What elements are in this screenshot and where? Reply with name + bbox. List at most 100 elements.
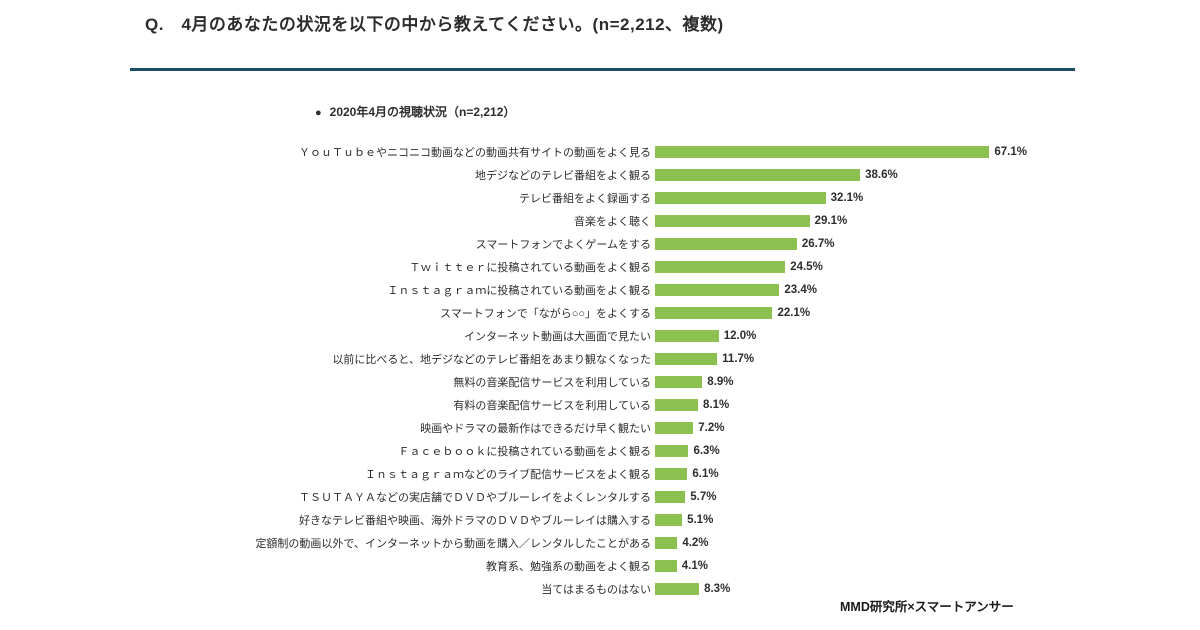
bar-row: Ｉｎｓｔａｇｒａｍなどのライブ配信サービスをよく観る 6.1% — [150, 462, 1050, 485]
value-label: 22.1% — [777, 306, 811, 319]
bar-track: 24.5% — [655, 260, 1027, 273]
bar — [655, 329, 719, 342]
bar-track: 8.1% — [655, 398, 1027, 411]
category-label: 定額制の動画以外で、インターネットから動画を購入／レンタルしたことがある — [255, 537, 651, 550]
bar-track: 6.3% — [655, 444, 1027, 457]
value-label: 38.6% — [865, 168, 898, 181]
bar — [655, 444, 689, 457]
bar-track: 4.1% — [655, 559, 1027, 572]
category-label: ＴＳＵＴＡＹＡなどの実店舗でＤＶＤやブルーレイをよくレンタルする — [299, 491, 651, 504]
bar-row: 当てはまるものはない 8.3% — [150, 577, 1050, 600]
value-label: 26.7% — [801, 237, 835, 250]
bar-chart: ＹｏｕＴｕｂｅやニコニコ動画などの動画共有サイトの動画をよく見る 67.1% 地デジ… — [150, 140, 1050, 600]
bar — [655, 375, 703, 388]
value-label: 5.7% — [690, 490, 717, 503]
category-label: スマートフォンで「ながら○○」をよくする — [440, 307, 651, 320]
value-label: 29.1% — [814, 214, 848, 227]
value-label: 7.2% — [698, 421, 725, 434]
bar-track: 32.1% — [655, 191, 1027, 204]
bar — [655, 306, 773, 319]
value-label: 6.3% — [693, 444, 720, 457]
category-label: 教育系、勉強系の動画をよく観る — [486, 560, 651, 573]
category-label: Ｉｎｓｔａｇｒａｍに投稿されている動画をよく観る — [387, 284, 651, 297]
value-label: 5.1% — [687, 513, 714, 526]
value-label: 4.1% — [681, 559, 708, 572]
bar-row: 地デジなどのテレビ番組をよく観る 38.6% — [150, 163, 1050, 186]
category-label: Ｆａｃｅｂｏｏｋに投稿されている動画をよく観る — [398, 445, 651, 458]
category-label: テレビ番組をよく録画する — [519, 192, 651, 205]
bar — [655, 513, 683, 526]
bar — [655, 237, 797, 250]
bar-row: 教育系、勉強系の動画をよく観る 4.1% — [150, 554, 1050, 577]
bar-row: Ｔｗｉｔｔｅｒに投稿されている動画をよく観る 24.5% — [150, 255, 1050, 278]
bar-track: 67.1% — [655, 145, 1027, 158]
bar-row: Ｉｎｓｔａｇｒａｍに投稿されている動画をよく観る 23.4% — [150, 278, 1050, 301]
bar-track: 8.3% — [655, 582, 1027, 595]
bar — [655, 467, 688, 480]
bar-track: 8.9% — [655, 375, 1027, 388]
bar — [655, 283, 780, 296]
category-label: 好きなテレビ番組や映画、海外ドラマのＤＶＤやブルーレイは購入する — [299, 514, 651, 527]
bar-track: 6.1% — [655, 467, 1027, 480]
bar-row: ＴＳＵＴＡＹＡなどの実店舗でＤＶＤやブルーレイをよくレンタルする 5.7% — [150, 485, 1050, 508]
bar — [655, 582, 700, 595]
bar-row: インターネット動画は大画面で見たい 12.0% — [150, 324, 1050, 347]
value-label: 8.9% — [707, 375, 734, 388]
bar-row: 無料の音楽配信サービスを利用している 8.9% — [150, 370, 1050, 393]
bar — [655, 214, 810, 227]
bar-row: 定額制の動画以外で、インターネットから動画を購入／レンタルしたことがある 4.2% — [150, 531, 1050, 554]
category-label: Ｉｎｓｔａｇｒａｍなどのライブ配信サービスをよく観る — [365, 468, 651, 481]
value-label: 23.4% — [784, 283, 817, 296]
bar-track: 4.2% — [655, 536, 1027, 549]
divider-rule — [130, 68, 1075, 71]
value-label: 12.0% — [723, 329, 757, 342]
bar — [655, 352, 718, 365]
bar-track: 26.7% — [655, 237, 1027, 250]
category-label: ＹｏｕＴｕｂｅやニコニコ動画などの動画共有サイトの動画をよく見る — [299, 146, 651, 159]
bar-track: 11.7% — [655, 352, 1027, 365]
bar-row: 有料の音楽配信サービスを利用している 8.1% — [150, 393, 1050, 416]
bar-row: スマートフォンでよくゲームをする 26.7% — [150, 232, 1050, 255]
bar-row: 音楽をよく聴く 29.1% — [150, 209, 1050, 232]
category-label: 無料の音楽配信サービスを利用している — [453, 376, 651, 389]
bar-row: テレビ番組をよく録画する 32.1% — [150, 186, 1050, 209]
bar — [655, 260, 786, 273]
value-label: 4.2% — [682, 536, 709, 549]
legend-bullet-icon: ● — [315, 107, 322, 119]
chart-legend: ● 2020年4月の視聴状況（n=2,212） — [315, 103, 515, 120]
category-label: インターネット動画は大画面で見たい — [464, 330, 651, 343]
source-credit: MMD研究所×スマートアンサー — [840, 600, 1014, 614]
value-label: 67.1% — [994, 145, 1027, 158]
value-label: 11.7% — [722, 352, 755, 365]
bar-track: 38.6% — [655, 168, 1027, 181]
bar-row: 映画やドラマの最新作はできるだけ早く観たい 7.2% — [150, 416, 1050, 439]
bar-row: 以前に比べると、地デジなどのテレビ番組をあまり観なくなった 11.7% — [150, 347, 1050, 370]
bar — [655, 191, 826, 204]
value-label: 8.3% — [704, 582, 731, 595]
category-label: Ｔｗｉｔｔｅｒに投稿されている動画をよく観る — [409, 261, 651, 274]
bar-row: ＹｏｕＴｕｂｅやニコニコ動画などの動画共有サイトの動画をよく見る 67.1% — [150, 140, 1050, 163]
legend-label: 2020年4月の視聴状況（n=2,212） — [329, 105, 516, 119]
bar — [655, 168, 861, 181]
category-label: 有料の音楽配信サービスを利用している — [453, 399, 651, 412]
category-label: 地デジなどのテレビ番組をよく観る — [475, 169, 651, 182]
category-label: 以前に比べると、地デジなどのテレビ番組をあまり観なくなった — [332, 353, 651, 366]
bar-track: 7.2% — [655, 421, 1027, 434]
bar-row: Ｆａｃｅｂｏｏｋに投稿されている動画をよく観る 6.3% — [150, 439, 1050, 462]
value-label: 6.1% — [692, 467, 719, 480]
bar — [655, 536, 678, 549]
category-label: スマートフォンでよくゲームをする — [475, 238, 651, 251]
bar — [655, 145, 990, 158]
question-title: Q. 4月のあなたの状況を以下の中から教えてください。(n=2,212、複数) — [145, 15, 724, 34]
bar — [655, 490, 686, 503]
bar-row: スマートフォンで「ながら○○」をよくする 22.1% — [150, 301, 1050, 324]
bar — [655, 421, 694, 434]
bar-track: 5.1% — [655, 513, 1027, 526]
category-label: 映画やドラマの最新作はできるだけ早く観たい — [420, 422, 651, 435]
bar-track: 23.4% — [655, 283, 1027, 296]
category-label: 当てはまるものはない — [541, 583, 651, 596]
bar-track: 12.0% — [655, 329, 1027, 342]
value-label: 8.1% — [703, 398, 730, 411]
category-label: 音楽をよく聴く — [574, 215, 651, 228]
